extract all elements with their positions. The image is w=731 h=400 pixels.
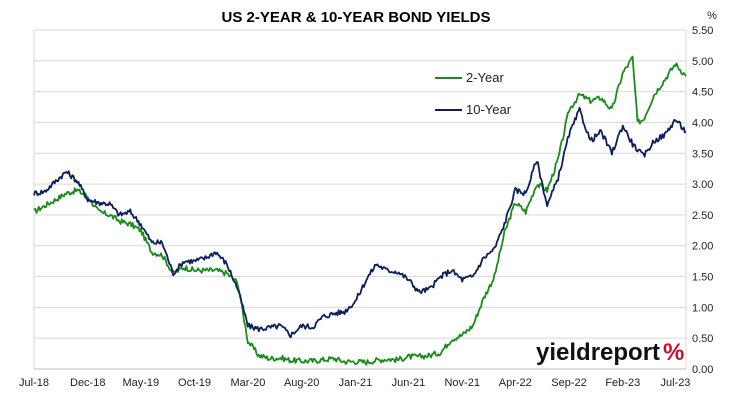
x-tick-label: Sep-22 <box>551 377 586 389</box>
chart-title: US 2-YEAR & 10-YEAR BOND YIELDS <box>222 9 491 26</box>
x-tick-label: Aug-20 <box>284 377 319 389</box>
y-axis-unit-label: % <box>707 10 717 22</box>
y-tick-label: 1.50 <box>692 272 713 284</box>
svg-text:yieldreport%: yieldreport% <box>536 339 684 366</box>
logo-percent-symbol: % <box>663 339 684 366</box>
x-tick-label: Dec-18 <box>70 377 105 389</box>
y-tick-label: 0.00 <box>692 364 713 376</box>
y-axis-ticks: 0.00 0.50 1.00 1.50 2.00 2.50 3.00 3.50 4.00 4.50… <box>692 25 713 376</box>
x-tick-label: Mar-20 <box>231 377 266 389</box>
x-tick-label: Oct-19 <box>178 377 211 389</box>
y-tick-label: 3.50 <box>692 148 713 160</box>
x-tick-label: Jun-21 <box>392 377 426 389</box>
legend-label-2-year: 2-Year <box>466 70 504 85</box>
y-tick-label: 5.50 <box>692 25 713 37</box>
x-axis-ticks: Jul-18 Dec-18 May-19 Oct-19 Mar-20 Aug-20 Jan-… <box>19 377 690 389</box>
logo-text: yieldreport <box>536 339 660 366</box>
y-tick-label: 1.00 <box>692 302 713 314</box>
x-tick-label: Jan-21 <box>339 377 373 389</box>
y-tick-label: 4.50 <box>692 87 713 99</box>
yieldreport-logo: yieldreport% <box>536 339 684 366</box>
x-tick-label: Jul-23 <box>660 377 690 389</box>
y-tick-label: 5.00 <box>692 56 713 68</box>
y-tick-label: 3.00 <box>692 179 713 191</box>
series-line-10-year <box>33 106 687 339</box>
x-tick-label: Feb-23 <box>605 377 640 389</box>
y-tick-label: 4.00 <box>692 117 713 129</box>
legend-label-10-year: 10-Year <box>466 102 512 117</box>
series-lines <box>33 55 687 366</box>
y-tick-label: 2.50 <box>692 210 713 222</box>
grid-lines <box>33 29 687 370</box>
x-tick-label: Nov-21 <box>444 377 479 389</box>
y-tick-label: 2.00 <box>692 241 713 253</box>
x-tick-label: Apr-22 <box>499 377 532 389</box>
legend: 2-Year 10-Year <box>435 70 512 117</box>
series-line-2-year <box>33 55 687 366</box>
x-tick-label: Jul-18 <box>19 377 49 389</box>
x-tick-label: May-19 <box>122 377 159 389</box>
y-tick-label: 0.50 <box>692 333 713 345</box>
